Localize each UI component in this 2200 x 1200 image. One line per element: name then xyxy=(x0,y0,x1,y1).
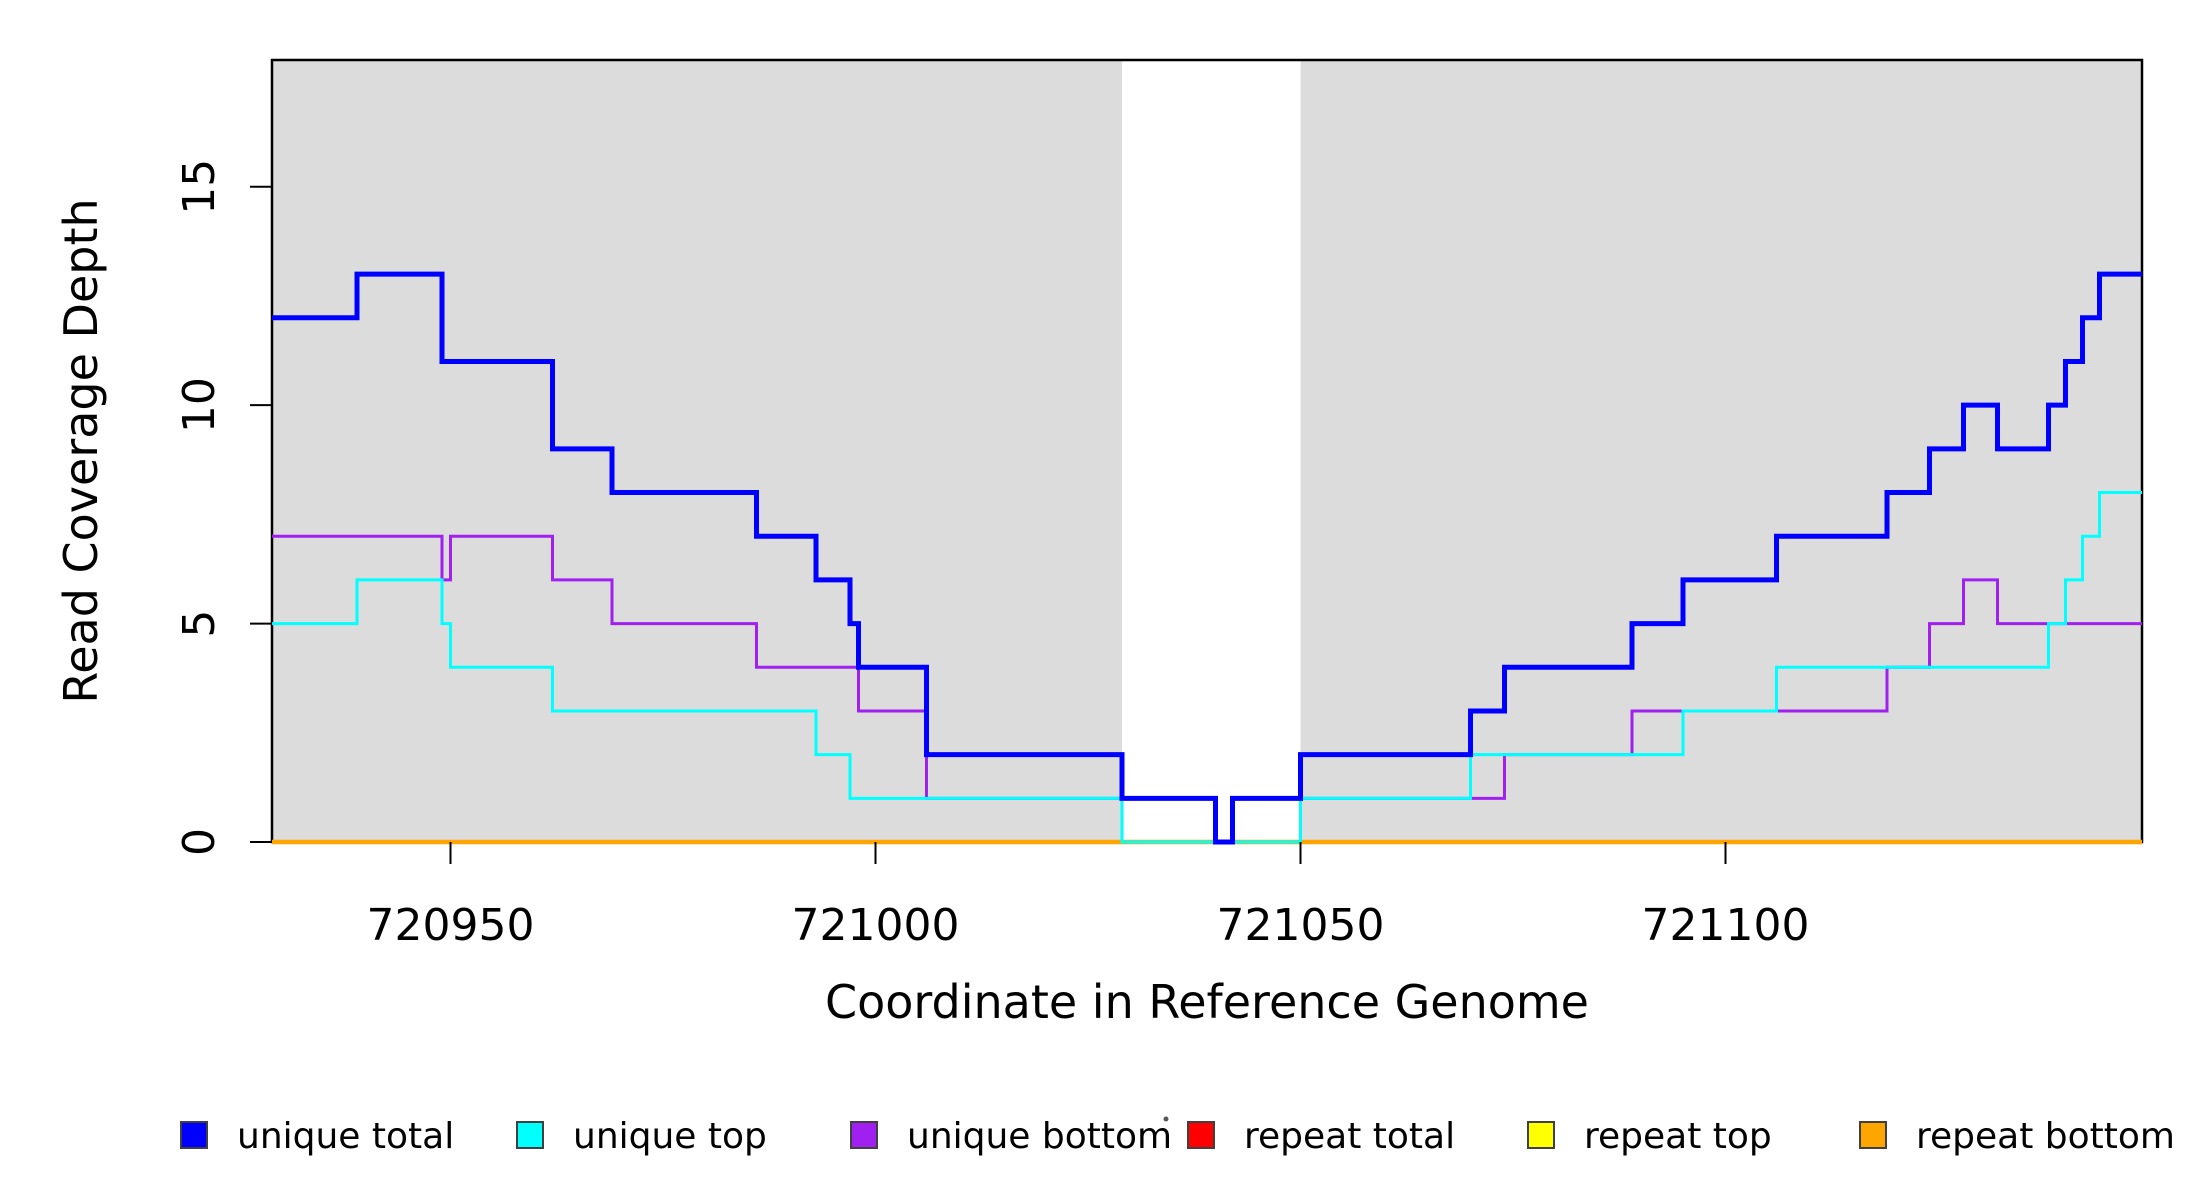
legend-swatch-unique-total xyxy=(180,1121,208,1149)
y-axis-title: Read Coverage Depth xyxy=(54,198,108,703)
axes-layer: 720950 721000 721050 721100 0 5 10 15 xyxy=(174,159,1809,951)
x-tick-label: 721100 xyxy=(1642,900,1810,951)
y-tick-label: 10 xyxy=(174,377,225,433)
x-tick-label: 721050 xyxy=(1217,900,1385,951)
x-axis-title: Coordinate in Reference Genome xyxy=(825,975,1589,1029)
shaded-region xyxy=(272,60,1122,842)
legend-label: unique top xyxy=(573,1116,767,1157)
legend-label: repeat top xyxy=(1584,1116,1772,1157)
legend-label: unique bottom xyxy=(907,1116,1172,1157)
y-tick-label: 15 xyxy=(174,159,225,215)
x-tick-label: 720950 xyxy=(367,900,535,951)
x-tick-label: 721000 xyxy=(792,900,960,951)
series-unique-total xyxy=(272,271,2142,845)
legend: unique total unique top unique bottom repea… xyxy=(180,1116,2175,1157)
legend-swatch-repeat-top xyxy=(1527,1121,1555,1149)
legend-swatch-repeat-total xyxy=(1187,1121,1215,1149)
legend-swatch-unique-top xyxy=(516,1121,544,1149)
legend-swatch-repeat-bottom xyxy=(1859,1121,1887,1149)
legend-label: unique total xyxy=(237,1116,454,1157)
series-unique-top xyxy=(272,491,2142,844)
legend-swatch-unique-bottom xyxy=(850,1121,878,1149)
legend-label: repeat total xyxy=(1244,1116,1455,1157)
legend-label: repeat bottom xyxy=(1916,1116,2175,1157)
y-tick-label: 0 xyxy=(174,828,225,856)
y-tick-label: 5 xyxy=(174,610,225,638)
speck-artifact xyxy=(1163,1116,1169,1122)
series-layer xyxy=(272,271,2142,845)
